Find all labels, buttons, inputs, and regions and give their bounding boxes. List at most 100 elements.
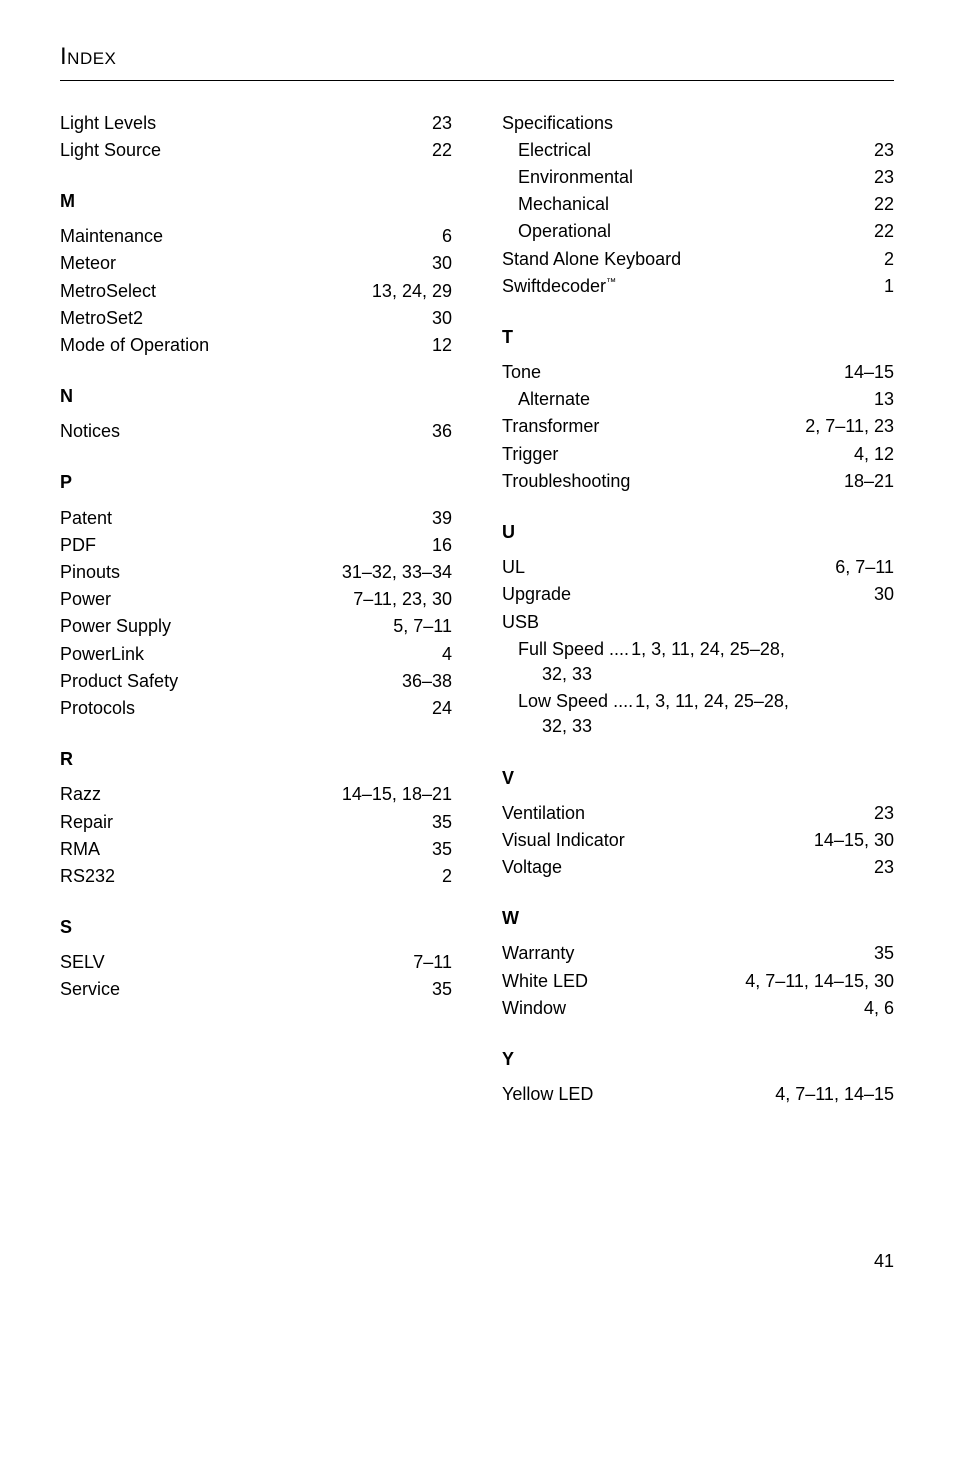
section-letter: U — [502, 520, 894, 545]
index-entry: Environmental 23 — [502, 165, 894, 190]
index-entry-pages: 14–15 — [837, 360, 894, 385]
section-letter: P — [60, 470, 452, 495]
index-entry-label: Full Speed .... — [518, 637, 629, 662]
section-letter: V — [502, 766, 894, 791]
section-letter: M — [60, 189, 452, 214]
index-entry: Operational 22 — [502, 219, 894, 244]
index-group-header: Specifications — [502, 111, 894, 136]
index-entry-label: UL — [502, 555, 530, 580]
index-entry-label: RMA — [60, 837, 105, 862]
index-entry-label: Yellow LED — [502, 1082, 598, 1107]
index-entry: RS232 2 — [60, 864, 452, 889]
index-entry-pages: 6 — [435, 224, 452, 249]
left-column: Light Levels 23Light Source 22MMaintenan… — [60, 111, 452, 1110]
index-entry-label: Upgrade — [502, 582, 576, 607]
index-entry: Swiftdecoder™ 1 — [502, 274, 894, 299]
index-entry-pages: 4, 6 — [857, 996, 894, 1021]
section-letter: S — [60, 915, 452, 940]
section-letter: R — [60, 747, 452, 772]
index-entry: PDF 16 — [60, 533, 452, 558]
index-entry-label: White LED — [502, 969, 593, 994]
index-entry-pages: 4, 12 — [847, 442, 894, 467]
index-entry-label: SELV — [60, 950, 110, 975]
index-entry: Voltage 23 — [502, 855, 894, 880]
index-entry-pages: 35 — [425, 977, 452, 1002]
index-entry-label: Mode of Operation — [60, 333, 214, 358]
index-entry-pages: 23 — [867, 138, 894, 163]
index-entry: Window 4, 6 — [502, 996, 894, 1021]
index-entry-label: Meteor — [60, 251, 121, 276]
index-entry: Pinouts 31–32, 33–34 — [60, 560, 452, 585]
index-entry-label: Swiftdecoder™ — [502, 274, 621, 299]
index-entry-pages: 35 — [425, 837, 452, 862]
index-entry: Light Levels 23 — [60, 111, 452, 136]
index-entry: MetroSet2 30 — [60, 306, 452, 331]
index-entry: Yellow LED 4, 7–11, 14–15 — [502, 1082, 894, 1107]
index-entry-pages: 35 — [867, 941, 894, 966]
index-entry-pages: 2, 7–11, 23 — [798, 414, 894, 439]
index-entry: Full Speed .... 1, 3, 11, 24, 25–28, — [502, 637, 894, 662]
section-letter: N — [60, 384, 452, 409]
index-entry-pages: 7–11, 23, 30 — [346, 587, 452, 612]
index-entry: Alternate 13 — [502, 387, 894, 412]
index-entry-pages: 24 — [425, 696, 452, 721]
index-entry: Mode of Operation 12 — [60, 333, 452, 358]
index-entry: Ventilation 23 — [502, 801, 894, 826]
index-entry: Razz 14–15, 18–21 — [60, 782, 452, 807]
index-entry-wrap: 32, 33 — [502, 662, 894, 687]
index-entry-pages: 4, 7–11, 14–15 — [768, 1082, 894, 1107]
index-entry: Power 7–11, 23, 30 — [60, 587, 452, 612]
index-entry: Troubleshooting 18–21 — [502, 469, 894, 494]
index-entry-label: Electrical — [518, 138, 596, 163]
index-entry-label: Light Source — [60, 138, 166, 163]
index-entry-label: Tone — [502, 360, 546, 385]
index-entry-label: Patent — [60, 506, 117, 531]
index-entry: Maintenance 6 — [60, 224, 452, 249]
index-entry-label: Notices — [60, 419, 125, 444]
index-entry-pages: 14–15, 18–21 — [335, 782, 452, 807]
index-entry-label: Environmental — [518, 165, 638, 190]
header-title: Index — [60, 43, 116, 70]
index-entry-label: Mechanical — [518, 192, 614, 217]
index-group-header: USB — [502, 610, 894, 635]
index-entry-pages: 36–38 — [395, 669, 452, 694]
index-entry-pages: 39 — [425, 506, 452, 531]
index-entry-label: Protocols — [60, 696, 140, 721]
index-entry-pages: 36 — [425, 419, 452, 444]
section-letter: Y — [502, 1047, 894, 1072]
index-entry: SELV 7–11 — [60, 950, 452, 975]
index-entry: Transformer 2, 7–11, 23 — [502, 414, 894, 439]
index-entry-label: RS232 — [60, 864, 120, 889]
index-entry-pages: 23 — [867, 801, 894, 826]
index-entry-pages: 1 — [877, 274, 894, 299]
index-entry-label: Voltage — [502, 855, 567, 880]
index-entry-pages: 2 — [435, 864, 452, 889]
index-entry: Power Supply 5, 7–11 — [60, 614, 452, 639]
index-entry: Trigger 4, 12 — [502, 442, 894, 467]
index-entry: Notices 36 — [60, 419, 452, 444]
index-entry: Visual Indicator 14–15, 30 — [502, 828, 894, 853]
index-entry-label: Light Levels — [60, 111, 161, 136]
index-entry-label: Power Supply — [60, 614, 176, 639]
index-entry-label: Warranty — [502, 941, 579, 966]
index-entry-label: Maintenance — [60, 224, 168, 249]
index-entry-label: Alternate — [518, 387, 595, 412]
index-entry: Meteor 30 — [60, 251, 452, 276]
index-entry-pages: 1, 3, 11, 24, 25–28, — [633, 689, 789, 714]
section-letter: T — [502, 325, 894, 350]
index-entry: Warranty 35 — [502, 941, 894, 966]
index-entry-label: Product Safety — [60, 669, 183, 694]
index-entry-label: Stand Alone Keyboard — [502, 247, 686, 272]
index-entry-pages: 2 — [877, 247, 894, 272]
index-entry-pages: 4, 7–11, 14–15, 30 — [738, 969, 894, 994]
index-entry: Stand Alone Keyboard 2 — [502, 247, 894, 272]
index-columns: Light Levels 23Light Source 22MMaintenan… — [60, 111, 894, 1110]
index-entry: White LED 4, 7–11, 14–15, 30 — [502, 969, 894, 994]
page-header: Index — [60, 40, 894, 81]
index-entry-pages: 5, 7–11 — [386, 614, 452, 639]
index-entry-label: Window — [502, 996, 571, 1021]
index-entry-pages: 31–32, 33–34 — [335, 560, 452, 585]
section-letter: W — [502, 906, 894, 931]
index-entry-wrap: 32, 33 — [502, 714, 894, 739]
index-entry: UL 6, 7–11 — [502, 555, 894, 580]
